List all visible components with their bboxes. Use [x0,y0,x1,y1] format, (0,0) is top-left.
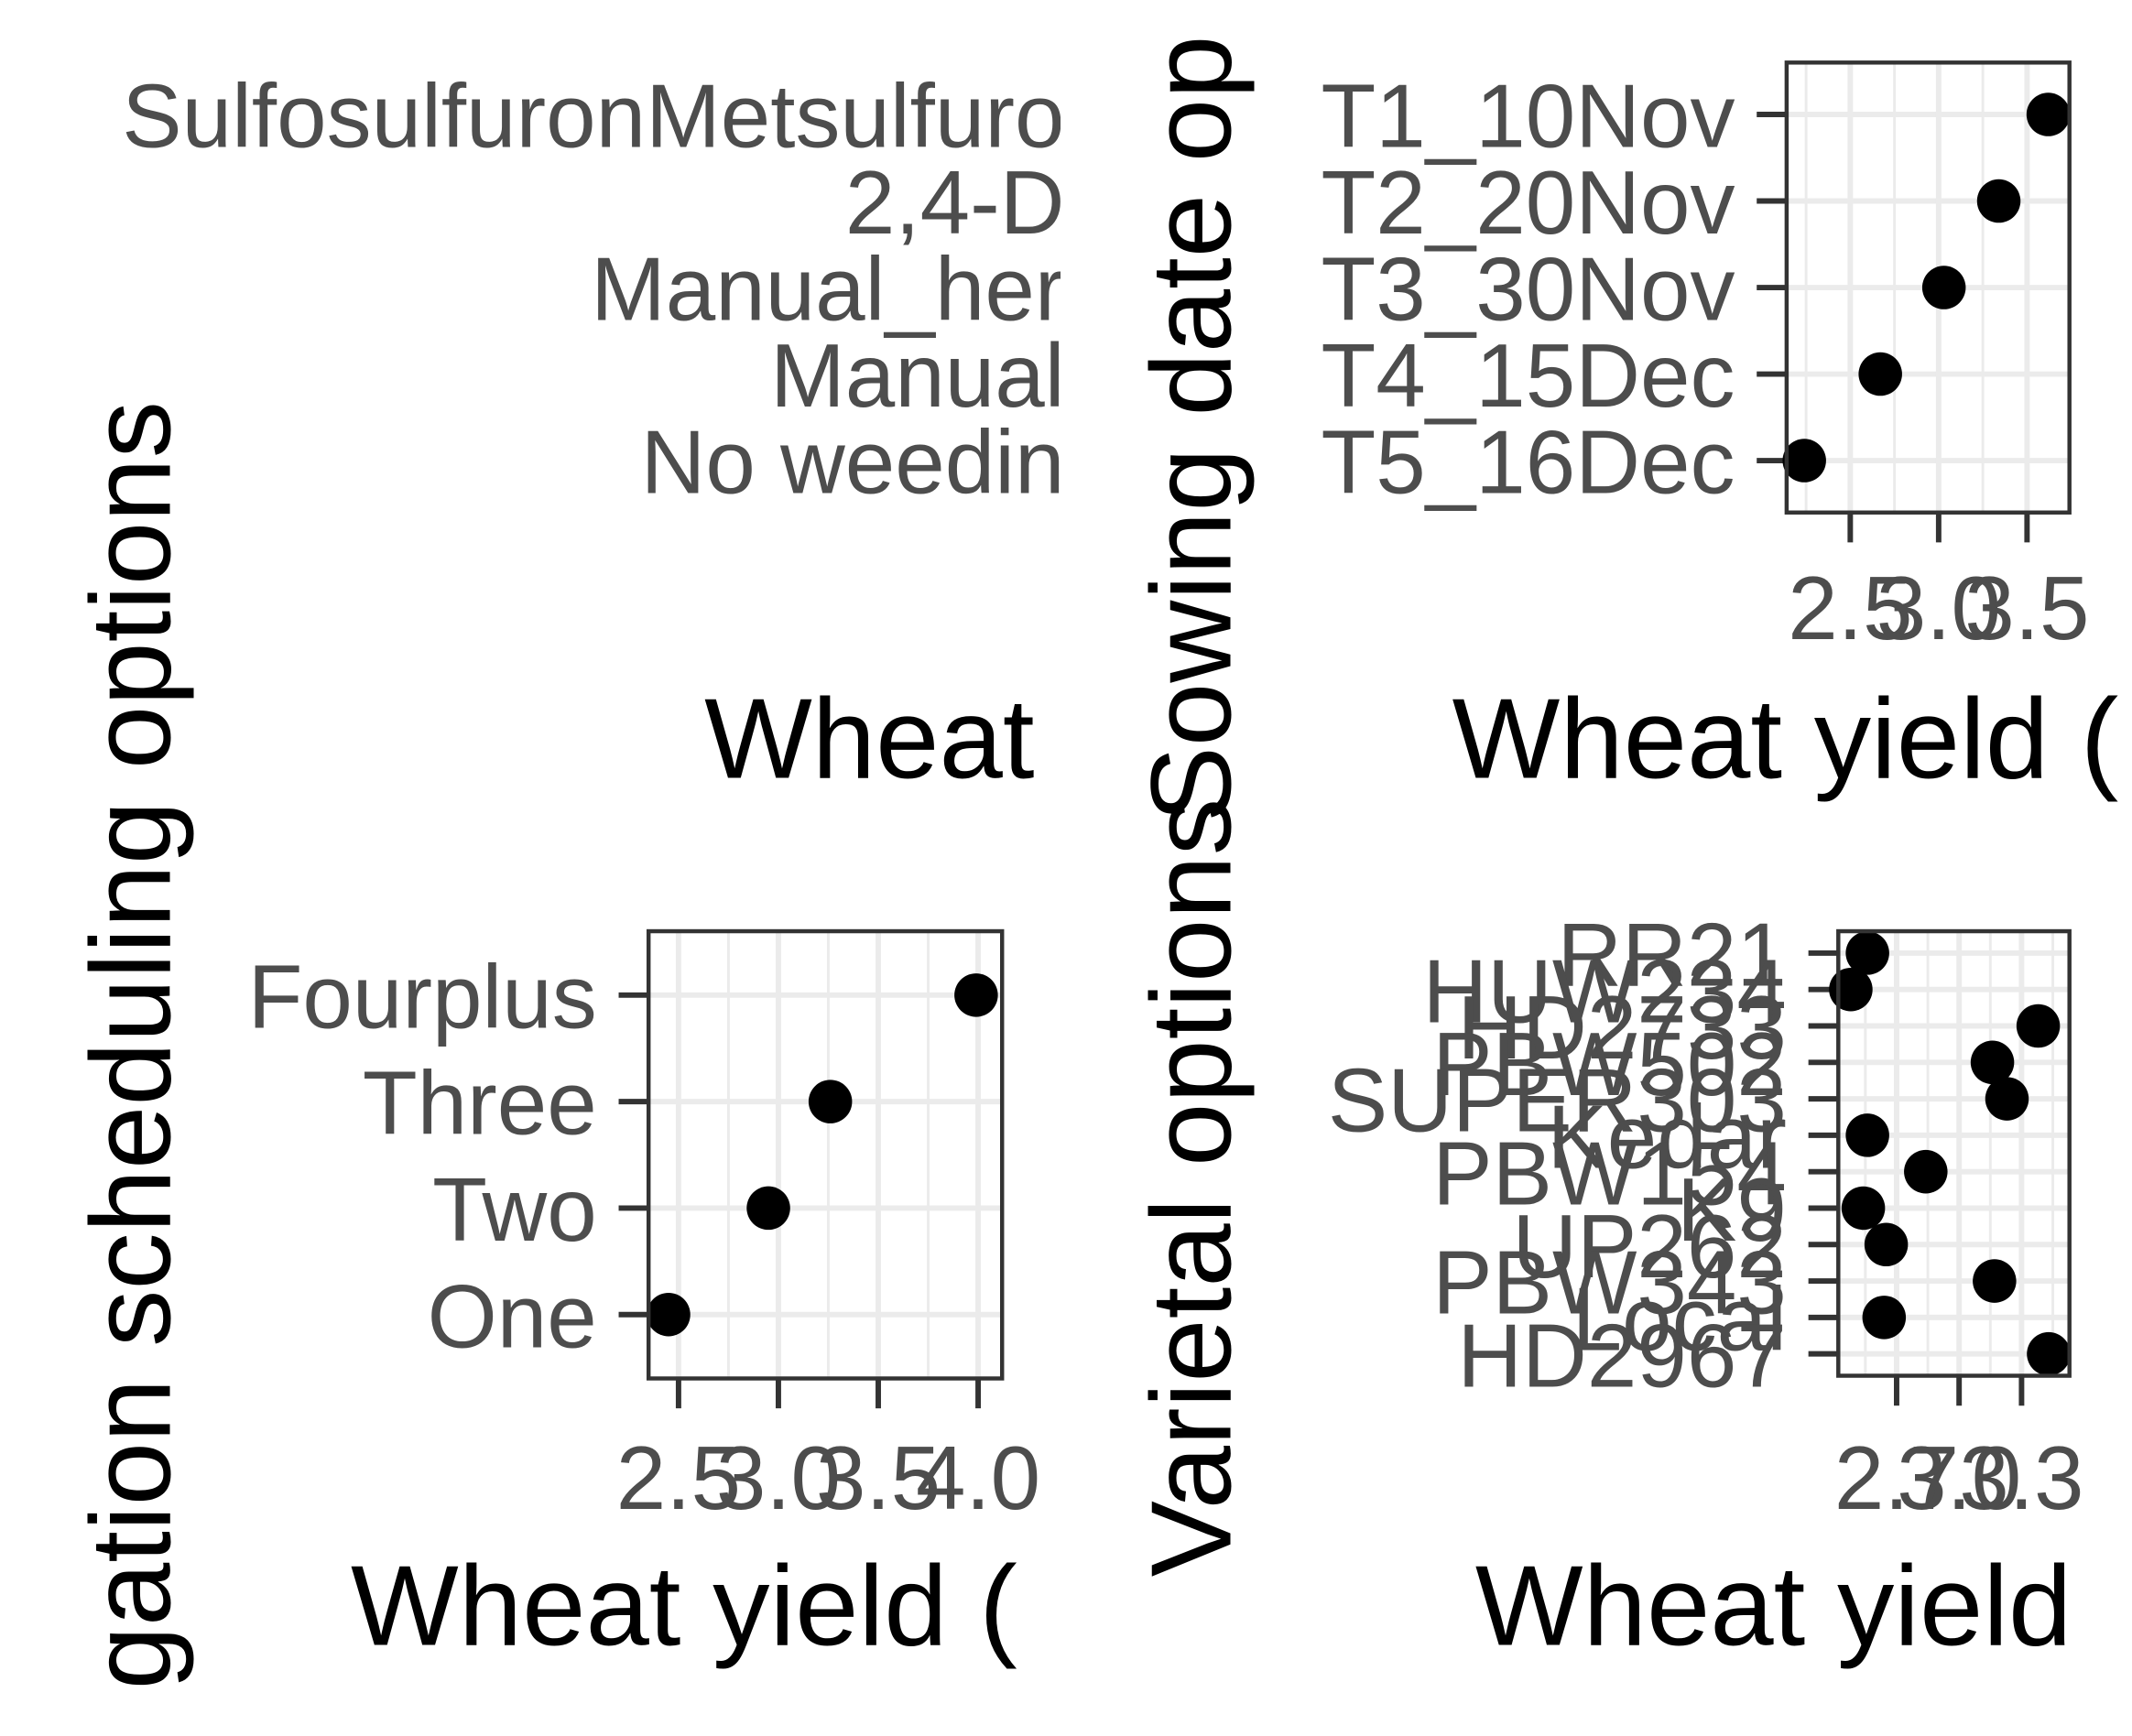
point [1970,1040,2015,1085]
y-tick-label: SulfosulfuronMetsulfuro [122,66,1064,167]
point [647,1292,691,1337]
y-axis-title: Sowing date op [1128,36,1256,823]
y-tick-label: 2,4-D [845,152,1065,253]
y-tick-label: RR21 [1557,905,1786,1005]
y-tick-label: UP262 [1512,1196,1787,1297]
point [1862,1296,1907,1340]
x-tick-label: 2.5 [616,1427,741,1528]
y-tick-label: Local [1572,1268,1787,1369]
x-tick-label: 4.0 [916,1427,1040,1528]
x-tick-label: 3.5 [1964,558,2089,658]
point [1864,1222,1909,1267]
panel: SulfosulfuronMetsulfuro2,4-DManual_herMa… [122,66,1065,803]
point [1976,179,2021,223]
panel-border [1784,60,2072,515]
y-tick-label: Three [363,1053,597,1154]
point [1921,266,1966,309]
panel-background [648,931,1003,1379]
y-tick-label: HUW234 [1422,940,1786,1041]
y-tick-label: T4_15Dec [1321,325,1735,426]
point [1985,1077,2029,1121]
y-tick-label: Manual_her [591,239,1064,340]
y-tick-label: PBW154 [1432,1123,1787,1223]
y-axis-title: gation scheduling options [68,401,195,1689]
y-tick-label: Kedar [1547,1087,1786,1188]
point [2016,1004,2061,1048]
y-tick-label: T2_20Nov [1321,152,1735,253]
point [1904,1149,1948,1194]
y-tick-label: T1_10Nov [1321,66,1735,167]
point [1858,352,1902,396]
point [808,1080,853,1123]
x-tick-label: 3.0 [1876,558,2001,658]
x-axis-title: Wheat yield ( [351,1543,1017,1670]
x-tick-label: 2.5 [1788,558,1912,658]
point [1845,931,1889,975]
y-tick-label: One [428,1265,597,1366]
y-tick-label: PBW343 [1432,1232,1787,1333]
panels: SulfosulfuronMetsulfuro2,4-DManual_herMa… [68,36,2119,1690]
y-tick-label: SUPER303 [1328,1050,1787,1151]
x-tick-label: 3.0 [716,1427,841,1528]
y-axis-title: Varietal options [1128,798,1256,1577]
panel: 2.73.03.3 RR21HUW234HD2733PBW502SUPER303K… [1328,905,2084,1670]
x-axis-title: Wheat yield ( [1452,675,2119,802]
point [1973,1259,2017,1303]
x-axis-title: Wheat [704,675,1034,802]
x-tick-label: 3.5 [816,1427,941,1528]
y-tick-label: PBW502 [1432,1014,1787,1114]
y-tick-label: HD2967 [1457,1305,1786,1405]
y-tick-label: Fourplus [248,946,597,1047]
y-tick-label: Manual [770,325,1064,426]
point [954,973,998,1017]
point [1845,1113,1889,1157]
y-tick-label: Two [432,1159,597,1260]
panel-border [646,928,1005,1381]
x-tick-label: 3.0 [1897,1427,2021,1528]
y-tick-label: T3_30Nov [1321,239,1735,340]
point [2026,92,2071,136]
x-tick-label: 2.7 [1834,1427,1959,1528]
point [2027,1331,2071,1376]
y-tick-label: No weedin [641,412,1065,513]
panel: 2.53.03.5 T1_10NovT2_20NovT3_30NovT4_15De… [1321,60,2119,802]
x-tick-label: 3.3 [1959,1427,2083,1528]
point [1782,439,1826,483]
y-tick-label: HD2733 [1457,977,1786,1078]
x-axis-title: Wheat yield [1475,1543,2072,1670]
y-tick-label: K9 [1677,1159,1787,1260]
point [1829,967,1873,1012]
panel-border [1836,928,2072,1378]
point [1841,1186,1886,1231]
point [746,1186,790,1231]
y-tick-label: T5_16Dec [1321,412,1735,513]
